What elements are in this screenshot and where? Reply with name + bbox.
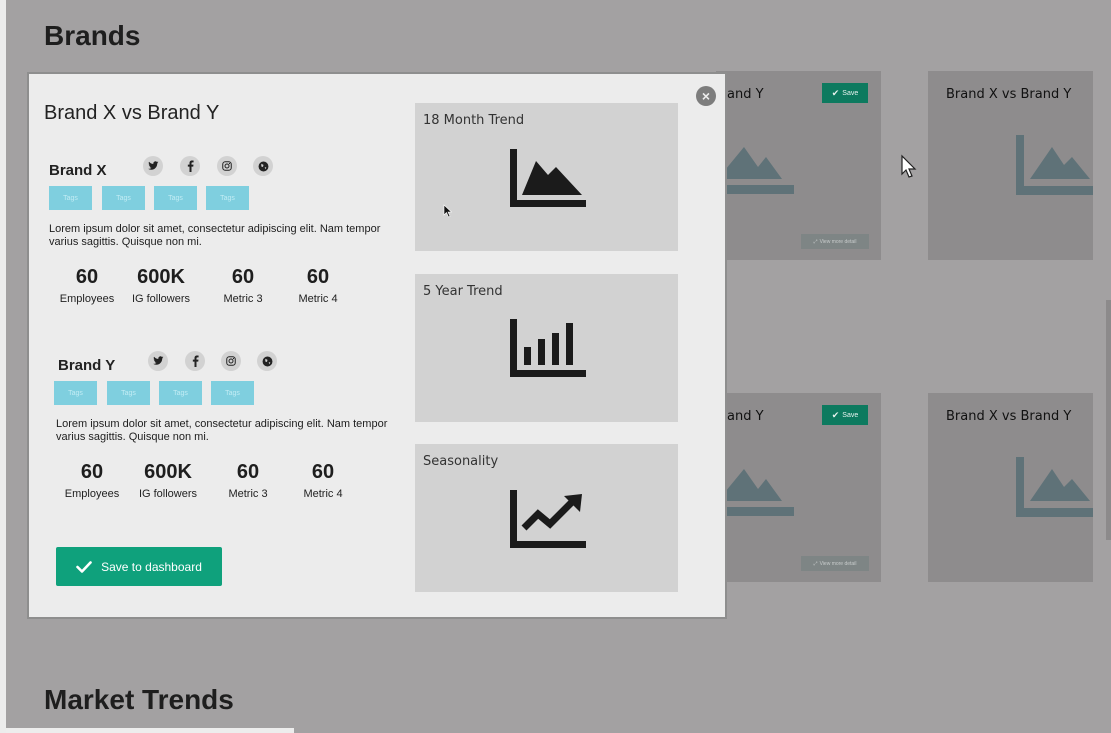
instagram-icon[interactable] — [221, 351, 241, 371]
check-icon: ✔ — [831, 409, 840, 420]
scroll-edge — [1106, 300, 1111, 540]
area-chart-icon — [716, 147, 794, 194]
metric-ig-followers: 600K IG followers — [121, 266, 201, 305]
brands-heading: Brands — [44, 20, 141, 51]
globe-icon[interactable] — [257, 351, 277, 371]
twitter-icon[interactable] — [148, 351, 168, 371]
metric-value: 60 — [75, 266, 99, 288]
brand-card[interactable]: Brand X vs Brand Y — [928, 393, 1093, 582]
metric-value: 600K — [144, 461, 192, 483]
twitter-icon[interactable] — [143, 156, 163, 176]
metric-3: 60 Metric 3 — [208, 461, 288, 500]
pointer-cursor-icon — [901, 154, 917, 178]
trend-title: 5 Year Trend — [423, 284, 503, 299]
bar-chart-icon — [510, 319, 586, 377]
facebook-icon[interactable] — [185, 351, 205, 371]
trend-card-5-year[interactable]: 5 Year Trend — [415, 274, 678, 422]
modal-title: Brand X vs Brand Y — [44, 102, 220, 124]
expand-icon: ⤢ — [813, 560, 818, 567]
metric-value: 60 — [80, 461, 104, 483]
metric-employees: 60 Employees — [52, 461, 132, 500]
globe-icon[interactable] — [253, 156, 273, 176]
tag-chip[interactable]: Tags — [54, 381, 97, 405]
facebook-icon[interactable] — [180, 156, 200, 176]
area-chart-icon — [1016, 135, 1093, 195]
area-chart-icon — [716, 469, 794, 516]
view-detail-label: View more detail — [819, 238, 857, 245]
tag-chip[interactable]: Tags — [206, 186, 249, 210]
market-trends-heading: Market Trends — [44, 684, 234, 715]
tag-chip[interactable]: Tags — [159, 381, 202, 405]
expand-icon: ⤢ — [813, 238, 818, 245]
area-chart-icon — [1016, 457, 1093, 517]
metric-label: Metric 3 — [228, 488, 268, 500]
tag-chip[interactable]: Tags — [211, 381, 254, 405]
view-detail-label: View more detail — [819, 560, 857, 567]
check-icon — [76, 560, 92, 573]
card-save-label: Save — [842, 89, 859, 97]
card-title: and Y — [727, 409, 764, 424]
card-save-label: Save — [842, 411, 859, 419]
tag-chip[interactable]: Tags — [102, 186, 145, 210]
trend-title: 18 Month Trend — [423, 113, 525, 128]
brand-description: Lorem ipsum dolor sit amet, consectetur … — [56, 418, 388, 443]
save-to-dashboard-label: Save to dashboard — [101, 559, 202, 574]
metric-label: Employees — [64, 488, 120, 500]
close-icon[interactable]: × — [696, 86, 716, 106]
view-detail-button[interactable]: ⤢ View more detail — [801, 234, 869, 249]
brand-card[interactable]: Brand X vs Brand Y — [928, 71, 1093, 260]
brand-card[interactable]: and Y ✔ Save ⤢ View more detail — [716, 393, 881, 582]
metric-label: Employees — [59, 293, 115, 305]
brand-name: Brand X — [49, 162, 107, 179]
area-chart-icon — [510, 149, 586, 207]
metric-label: IG followers — [138, 488, 198, 500]
brand-section-x: Brand X Tags Tags Tags Tags Lorem ipsum … — [47, 156, 409, 312]
brand-description: Lorem ipsum dolor sit amet, consectetur … — [49, 223, 381, 248]
card-save-button[interactable]: ✔ Save — [822, 405, 868, 425]
metric-label: IG followers — [131, 293, 191, 305]
card-title: Brand X vs Brand Y — [946, 87, 1072, 102]
trend-card-seasonality[interactable]: Seasonality — [415, 444, 678, 592]
line-chart-icon — [510, 490, 586, 548]
metric-value: 60 — [236, 461, 260, 483]
metric-ig-followers: 600K IG followers — [128, 461, 208, 500]
brand-section-y: Brand Y Tags Tags Tags Tags Lorem ipsum … — [54, 351, 418, 507]
metric-4: 60 Metric 4 — [283, 461, 363, 500]
card-title: and Y — [727, 87, 764, 102]
view-detail-button[interactable]: ⤢ View more detail — [801, 556, 869, 571]
metric-value: 60 — [231, 266, 255, 288]
brand-card[interactable]: and Y ✔ Save ⤢ View more detail — [716, 71, 881, 260]
save-to-dashboard-button[interactable]: Save to dashboard — [56, 547, 222, 586]
window-edge — [0, 0, 6, 733]
metric-label: Metric 3 — [223, 293, 263, 305]
arrow-cursor-icon — [443, 204, 453, 218]
metric-4: 60 Metric 4 — [278, 266, 358, 305]
trend-title: Seasonality — [423, 454, 499, 469]
metric-label: Metric 4 — [303, 488, 343, 500]
metric-value: 600K — [137, 266, 185, 288]
metric-label: Metric 4 — [298, 293, 338, 305]
metric-value: 60 — [306, 266, 330, 288]
metric-value: 60 — [311, 461, 335, 483]
metric-employees: 60 Employees — [47, 266, 127, 305]
tag-chip[interactable]: Tags — [49, 186, 92, 210]
check-icon: ✔ — [831, 87, 840, 98]
card-title: Brand X vs Brand Y — [946, 409, 1072, 424]
metric-3: 60 Metric 3 — [203, 266, 283, 305]
instagram-icon[interactable] — [217, 156, 237, 176]
bottom-strip — [6, 728, 294, 733]
brand-name: Brand Y — [58, 357, 116, 374]
trend-card-18-month[interactable]: 18 Month Trend — [415, 103, 678, 251]
comparison-modal: Brand X vs Brand Y × Brand X Tags Tags T… — [27, 72, 727, 619]
tag-chip[interactable]: Tags — [107, 381, 150, 405]
card-save-button[interactable]: ✔ Save — [822, 83, 868, 103]
tag-chip[interactable]: Tags — [154, 186, 197, 210]
